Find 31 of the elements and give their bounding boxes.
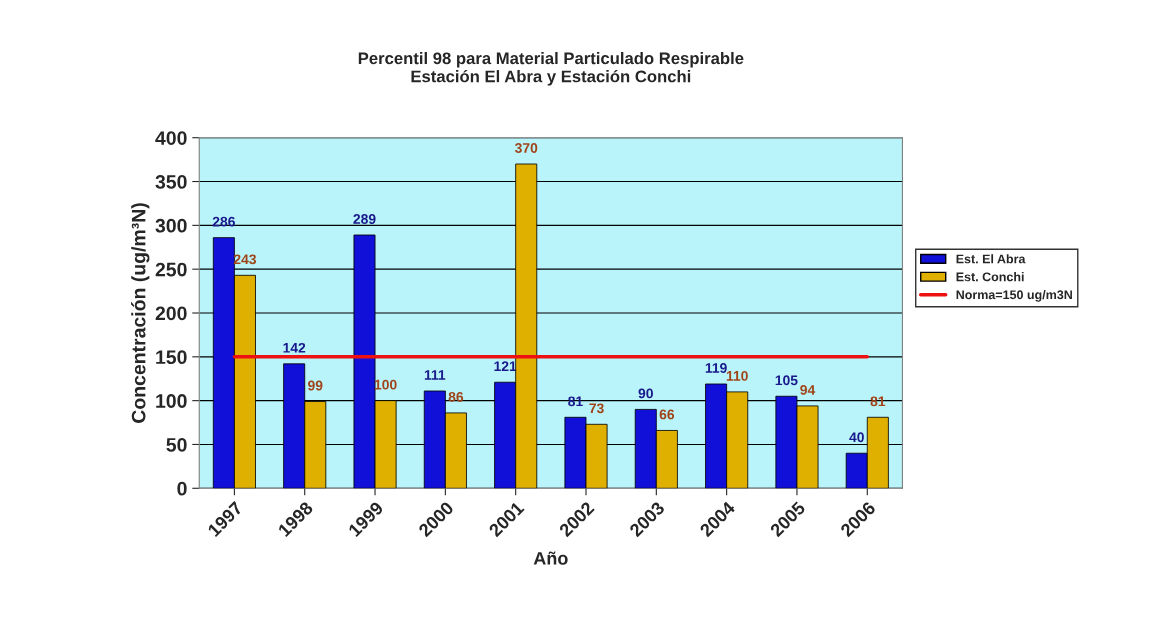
- data-label: 94: [800, 384, 816, 395]
- y-tick-label: 400: [155, 131, 187, 145]
- y-axis-title: Concentración (ug/m³N): [131, 203, 150, 423]
- data-label: 286: [212, 216, 235, 227]
- data-label: 105: [775, 375, 798, 386]
- data-label: 99: [308, 380, 323, 391]
- legend-label: Est. Conchi: [956, 272, 1024, 282]
- data-label: 370: [514, 143, 538, 153]
- y-tick-label: 100: [156, 394, 187, 408]
- data-label: 86: [448, 392, 464, 402]
- y-tick-label: 350: [155, 175, 187, 189]
- y-tick-label: 300: [155, 218, 187, 233]
- data-label: 119: [705, 363, 727, 373]
- y-tick-label: 150: [156, 350, 187, 365]
- y-tick-label: 200: [155, 306, 187, 321]
- data-label: 110: [726, 370, 748, 381]
- legend-label: Norma=150 ug/m3N: [956, 289, 1072, 302]
- data-label: 90: [638, 388, 653, 399]
- data-label: 111: [424, 370, 446, 380]
- y-tick-label: 50: [166, 437, 187, 452]
- x-axis-title: Año: [533, 551, 568, 565]
- data-label: 73: [589, 403, 604, 414]
- data-label: 142: [283, 342, 306, 353]
- chart-title: Percentil 98 para Material Particulado Respirable Estación El Abra y Estación Conchi: [358, 51, 744, 86]
- y-tick-label: 250: [155, 262, 187, 277]
- legend-label: Est. El Abra: [956, 254, 1026, 264]
- y-tick-label: 0: [177, 481, 187, 496]
- data-label: 40: [849, 432, 864, 443]
- data-label: 100: [374, 379, 397, 390]
- data-label: 66: [659, 409, 675, 420]
- data-label: 289: [353, 214, 376, 224]
